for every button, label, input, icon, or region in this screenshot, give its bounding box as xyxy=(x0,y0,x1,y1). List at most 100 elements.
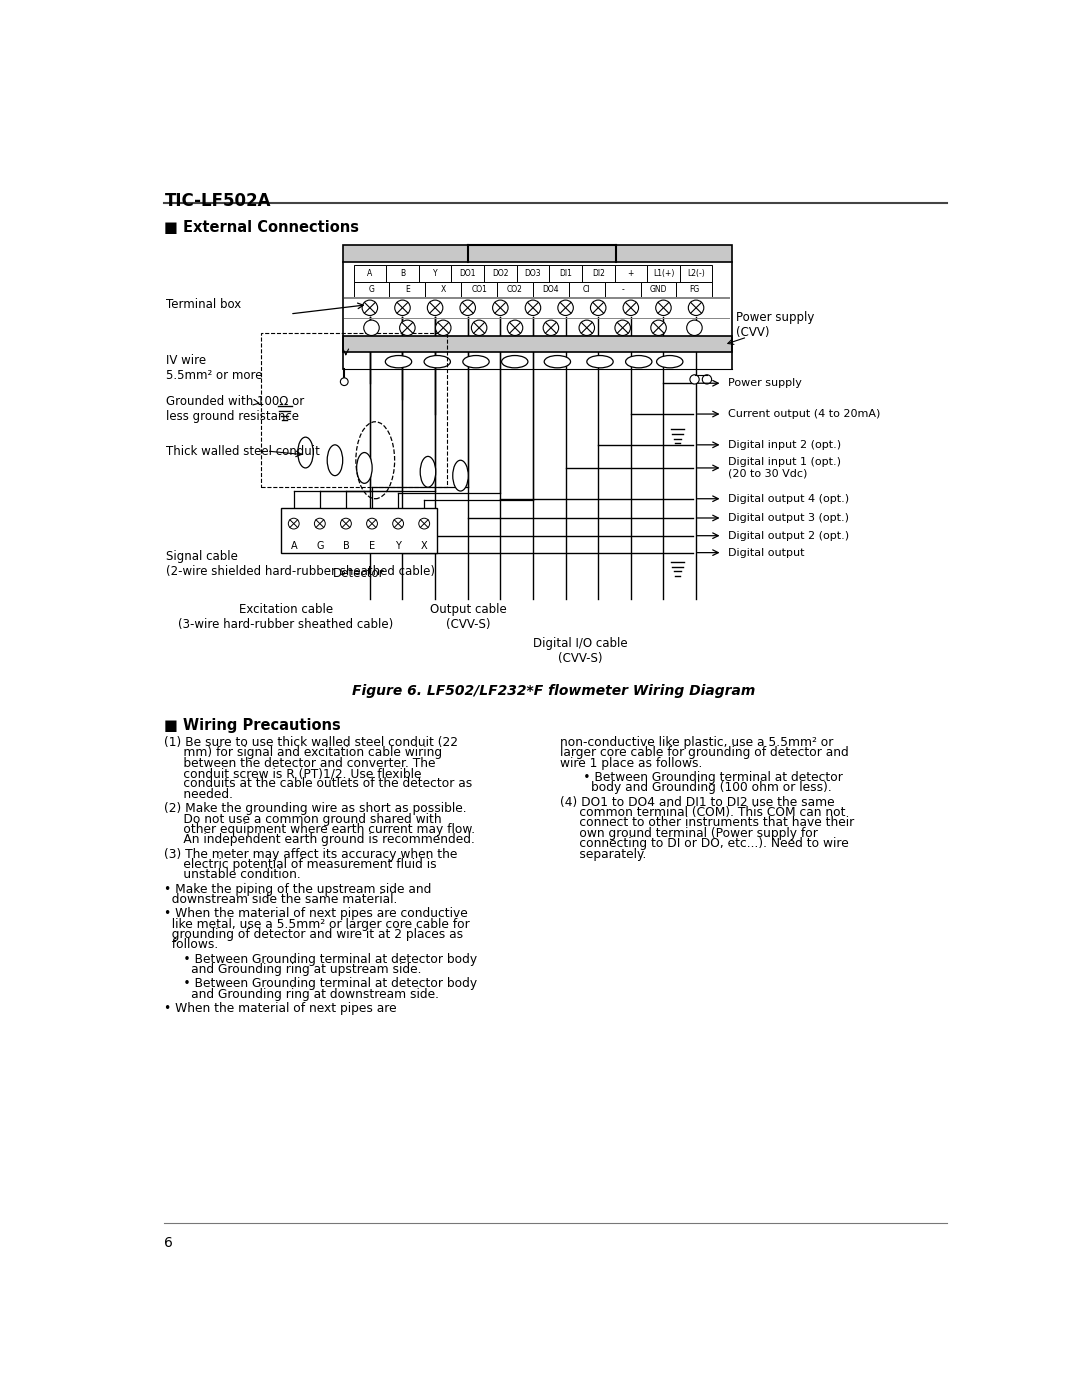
Text: IV wire
5.5mm² or more: IV wire 5.5mm² or more xyxy=(166,353,262,381)
Text: grounding of detector and wire it at 2 places as: grounding of detector and wire it at 2 p… xyxy=(164,928,463,942)
Text: DI1: DI1 xyxy=(559,268,572,278)
Text: conduit screw is R (PT)1/2. Use flexible: conduit screw is R (PT)1/2. Use flexible xyxy=(164,767,422,780)
Bar xyxy=(532,282,569,298)
Circle shape xyxy=(288,518,299,529)
Bar xyxy=(342,335,732,352)
Text: Digital I/O cable
(CVV-S): Digital I/O cable (CVV-S) xyxy=(534,637,627,665)
Circle shape xyxy=(688,300,704,316)
Text: • Make the piping of the upstream side and: • Make the piping of the upstream side a… xyxy=(164,883,432,895)
Text: Terminal box: Terminal box xyxy=(166,298,241,312)
Ellipse shape xyxy=(420,457,435,488)
Text: between the detector and converter. The: between the detector and converter. The xyxy=(164,757,436,770)
Ellipse shape xyxy=(544,355,570,367)
Circle shape xyxy=(362,300,378,316)
Text: and Grounding ring at upstream side.: and Grounding ring at upstream side. xyxy=(164,963,422,977)
Ellipse shape xyxy=(657,355,683,367)
Ellipse shape xyxy=(424,355,450,367)
Text: DO4: DO4 xyxy=(542,285,559,293)
Circle shape xyxy=(525,300,541,316)
Ellipse shape xyxy=(327,444,342,475)
Circle shape xyxy=(690,374,699,384)
Ellipse shape xyxy=(463,355,489,367)
Text: follows.: follows. xyxy=(164,939,218,951)
Text: DO3: DO3 xyxy=(525,268,541,278)
Bar xyxy=(345,298,730,299)
Text: 6: 6 xyxy=(164,1235,173,1250)
Text: Digital output 2 (opt.): Digital output 2 (opt.) xyxy=(728,531,849,541)
Bar xyxy=(484,264,516,282)
Text: and Grounding ring at downstream side.: and Grounding ring at downstream side. xyxy=(164,988,440,1000)
Circle shape xyxy=(364,320,379,335)
Ellipse shape xyxy=(386,355,411,367)
Text: Figure 6. LF502/LF232*F flowmeter Wiring Diagram: Figure 6. LF502/LF232*F flowmeter Wiring… xyxy=(352,683,755,697)
Bar xyxy=(640,282,676,298)
Text: B: B xyxy=(400,268,405,278)
Text: connecting to DI or DO, etc...). Need to wire: connecting to DI or DO, etc...). Need to… xyxy=(559,837,849,851)
Text: larger core cable for grounding of detector and: larger core cable for grounding of detec… xyxy=(559,746,849,760)
Text: X: X xyxy=(421,542,428,552)
Circle shape xyxy=(492,300,508,316)
Ellipse shape xyxy=(501,355,528,367)
Text: Digital output: Digital output xyxy=(728,548,805,557)
Text: downstream side the same material.: downstream side the same material. xyxy=(164,893,397,907)
Circle shape xyxy=(400,320,415,335)
Text: (1) Be sure to use thick walled steel conduit (22: (1) Be sure to use thick walled steel co… xyxy=(164,736,458,749)
Text: Digital input 2 (opt.): Digital input 2 (opt.) xyxy=(728,440,841,450)
Text: common terminal (COM). This COM can not: common terminal (COM). This COM can not xyxy=(559,806,846,819)
Bar xyxy=(676,282,713,298)
Text: (2) Make the grounding wire as short as possible.: (2) Make the grounding wire as short as … xyxy=(164,802,467,814)
Circle shape xyxy=(702,374,712,384)
Circle shape xyxy=(460,300,475,316)
Bar xyxy=(353,264,387,282)
Text: Detector: Detector xyxy=(333,567,384,580)
Text: -: - xyxy=(621,285,624,293)
Circle shape xyxy=(543,320,558,335)
Bar xyxy=(550,264,582,282)
Text: Power supply
(CVV): Power supply (CVV) xyxy=(735,312,814,339)
Circle shape xyxy=(656,300,671,316)
Ellipse shape xyxy=(586,355,613,367)
Circle shape xyxy=(471,320,487,335)
Text: separately.: separately. xyxy=(559,848,646,861)
Text: E: E xyxy=(369,542,375,552)
Circle shape xyxy=(366,518,377,529)
Text: L2(-): L2(-) xyxy=(687,268,705,278)
Circle shape xyxy=(428,300,443,316)
Text: G: G xyxy=(368,285,375,293)
Text: • Between Grounding terminal at detector body: • Between Grounding terminal at detector… xyxy=(164,953,477,965)
Circle shape xyxy=(340,518,351,529)
Ellipse shape xyxy=(453,460,469,490)
Text: Digital output 4 (opt.): Digital output 4 (opt.) xyxy=(728,493,849,504)
Bar xyxy=(615,264,647,282)
Text: unstable condition.: unstable condition. xyxy=(164,869,301,882)
Bar xyxy=(390,282,426,298)
Bar xyxy=(387,264,419,282)
Text: GND: GND xyxy=(650,285,667,293)
Circle shape xyxy=(615,320,631,335)
Text: electric potential of measurement fluid is: electric potential of measurement fluid … xyxy=(164,858,437,870)
Text: Do not use a common ground shared with: Do not use a common ground shared with xyxy=(164,813,442,826)
Text: DI2: DI2 xyxy=(592,268,605,278)
Text: CI: CI xyxy=(583,285,591,293)
Bar xyxy=(569,282,605,298)
Text: (3) The meter may affect its accuracy when the: (3) The meter may affect its accuracy wh… xyxy=(164,848,458,861)
Circle shape xyxy=(435,320,451,335)
Text: Digital output 3 (opt.): Digital output 3 (opt.) xyxy=(728,513,849,522)
Circle shape xyxy=(591,300,606,316)
Text: X: X xyxy=(441,285,446,293)
Circle shape xyxy=(623,300,638,316)
Bar xyxy=(516,264,550,282)
Circle shape xyxy=(394,300,410,316)
Bar xyxy=(353,282,390,298)
Text: Thick walled steel conduit: Thick walled steel conduit xyxy=(166,444,320,458)
Bar xyxy=(451,264,484,282)
Text: E: E xyxy=(405,285,409,293)
Text: L1(+): L1(+) xyxy=(652,268,674,278)
Circle shape xyxy=(340,377,348,386)
Text: like metal, use a 5.5mm² or larger core cable for: like metal, use a 5.5mm² or larger core … xyxy=(164,918,470,930)
Ellipse shape xyxy=(298,437,313,468)
Bar xyxy=(582,264,615,282)
Bar xyxy=(497,282,532,298)
Text: • When the material of next pipes are: • When the material of next pipes are xyxy=(164,1002,397,1016)
Text: Grounded with 100Ω or
less ground resistance: Grounded with 100Ω or less ground resist… xyxy=(166,395,305,423)
